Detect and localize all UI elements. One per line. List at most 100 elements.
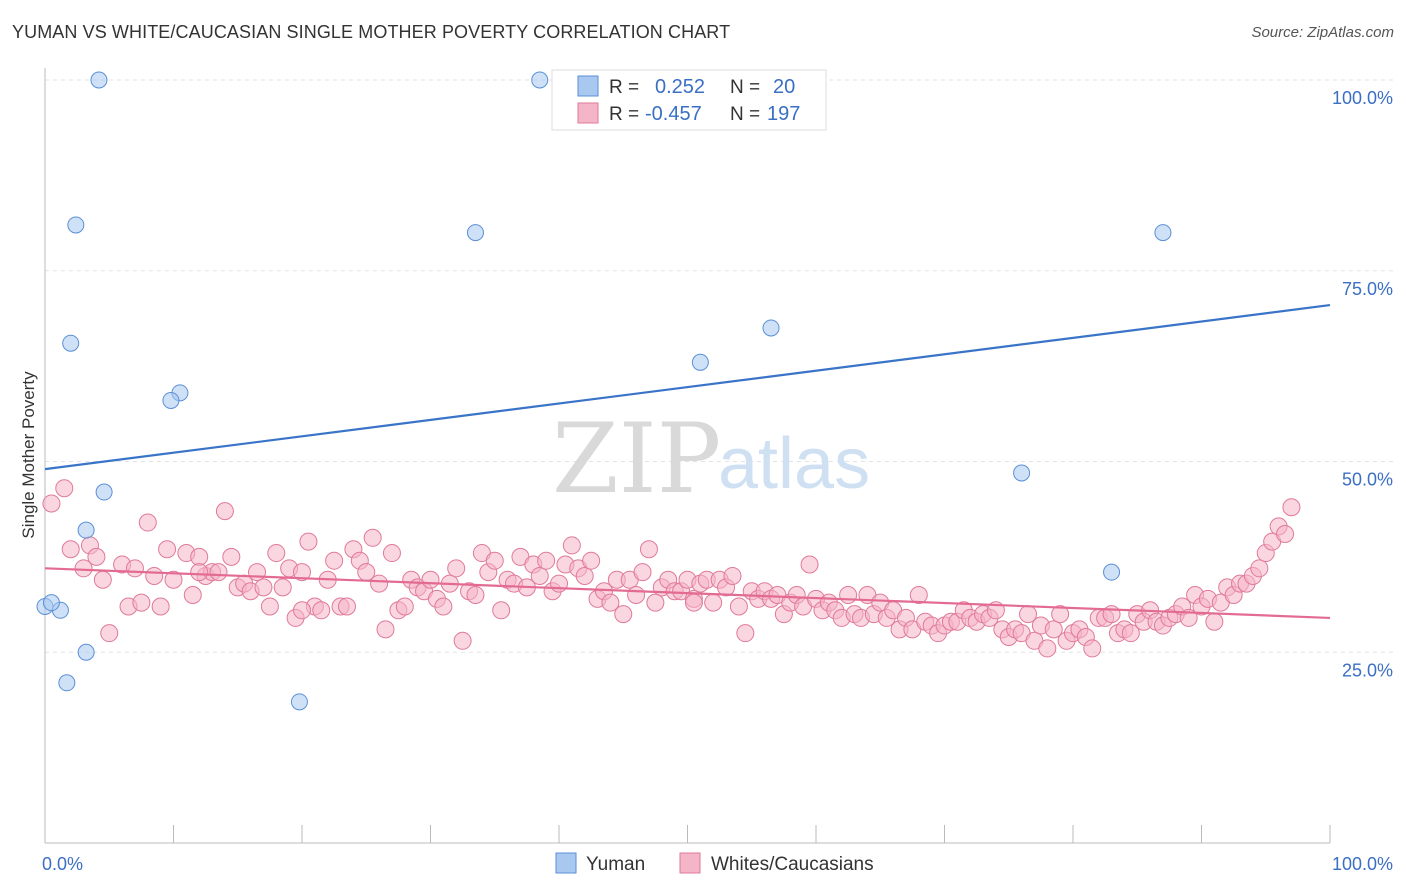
whites-point-190 (684, 593, 703, 612)
yuman-trend-line (44, 303, 1331, 471)
whites-point-30 (260, 597, 279, 616)
legend-r-label-1: R = (609, 104, 639, 125)
whites-point-87 (627, 586, 646, 605)
y-axis-title: Single Mother Poverty (19, 371, 38, 539)
whites-point-10 (125, 559, 144, 578)
y-tick-label-2: 75.0% (1342, 279, 1393, 299)
whites-point-47 (370, 574, 389, 593)
watermark: ZIP atlas (552, 403, 870, 515)
yuman-point-19 (42, 594, 60, 612)
whites-point-114 (800, 555, 819, 574)
yuman-point-3 (466, 224, 484, 242)
whites-point-184 (1250, 559, 1269, 578)
bottom-legend-label-yuman: Yuman (586, 854, 645, 875)
x-tick-labels: 0.0% 100.0% (42, 854, 1393, 874)
yuman-point-4 (1154, 224, 1172, 242)
y-tick-label-1: 50.0% (1342, 470, 1393, 490)
whites-point-104 (736, 624, 755, 643)
whites-point-60 (453, 631, 472, 650)
whites-point-188 (1276, 524, 1295, 543)
whites-point-14 (151, 597, 170, 616)
yuman-point-1 (531, 71, 549, 89)
bottom-legend-swatch-whites (679, 852, 701, 874)
whites-point-103 (729, 597, 748, 616)
x-tick-label-1: 100.0% (1332, 854, 1393, 874)
whites-point-22 (209, 563, 228, 582)
source-label: Source: ZipAtlas.com (1251, 24, 1394, 41)
yuman-point-6 (62, 334, 80, 352)
legend-n-label-0: N = (730, 77, 760, 98)
whites-point-89 (639, 540, 658, 559)
whites-point-88 (633, 563, 652, 582)
yuman-point-0 (90, 71, 108, 89)
whites-point-7 (100, 624, 119, 643)
whites-point-77 (562, 536, 581, 555)
series-legend: Yuman Whites/Caucasians (555, 852, 874, 875)
whites-point-131 (909, 586, 928, 605)
whites-point-11 (132, 593, 151, 612)
whites-point-85 (614, 605, 633, 624)
yuman-point-16 (77, 643, 95, 661)
whites-point-1 (55, 479, 74, 498)
whites-point-72 (530, 566, 549, 585)
whites-point-23 (215, 502, 234, 521)
legend-n-label-1: N = (730, 104, 760, 125)
whites-point-90 (646, 593, 665, 612)
legend-n-value-1: 197 (767, 103, 800, 125)
yuman-point-17 (58, 674, 76, 692)
legend-swatch-whites (577, 102, 599, 124)
whites-point-62 (466, 586, 485, 605)
whites-point-59 (447, 559, 466, 578)
y-tick-labels: 25.0% 50.0% 75.0% 100.0% (1332, 88, 1393, 680)
data-points (36, 71, 1301, 711)
axes (44, 68, 1331, 844)
yuman-point-18 (290, 693, 308, 711)
whites-point-16 (164, 570, 183, 589)
yuman-point-11 (95, 483, 113, 501)
legend-r-label-0: R = (609, 77, 639, 98)
whites-point-13 (145, 566, 164, 585)
whites-point-35 (293, 563, 311, 582)
correlation-legend: R = 0.252 N = 20 R = -0.457 N = 197 (551, 69, 827, 131)
whites-point-75 (550, 574, 568, 593)
y-tick-label-3: 100.0% (1332, 88, 1393, 108)
whites-point-99 (704, 593, 723, 612)
whites-point-158 (1083, 639, 1102, 658)
watermark-atlas: atlas (718, 424, 870, 504)
yuman-point-15 (1103, 563, 1121, 581)
whites-point-66 (492, 601, 511, 620)
whites-point-38 (312, 601, 331, 620)
whites-point-29 (254, 578, 273, 597)
whites-point-161 (1102, 605, 1121, 624)
legend-swatch-yuman (577, 75, 599, 97)
whites-point-65 (485, 551, 504, 570)
whites-point-0 (42, 494, 61, 513)
grid-lines (45, 79, 1395, 653)
yuman-point-10 (1013, 464, 1031, 482)
yuman-point-9 (162, 391, 180, 409)
whites-point-36 (299, 532, 318, 551)
whites-point-46 (363, 528, 382, 547)
yuman-point-12 (77, 521, 95, 539)
whites-point-18 (183, 586, 202, 605)
whites-point-73 (537, 551, 556, 570)
legend-r-value-1: -0.457 (645, 103, 702, 125)
whites-point-3 (74, 559, 93, 578)
x-tick-label-0: 0.0% (42, 854, 83, 874)
whites-point-83 (601, 593, 620, 612)
yuman-point-7 (691, 353, 709, 371)
whites-point-57 (434, 597, 453, 616)
whites-point-49 (382, 544, 401, 563)
legend-r-value-0: 0.252 (655, 76, 705, 98)
whites-point-80 (582, 551, 601, 570)
whites-point-192 (190, 563, 209, 582)
whites-point-31 (267, 544, 286, 563)
bottom-legend-swatch-yuman (555, 852, 577, 874)
whites-point-79 (575, 566, 594, 585)
whites-point-153 (1051, 605, 1070, 624)
whites-point-164 (1121, 624, 1140, 643)
yuman-point-5 (762, 319, 780, 337)
whites-point-28 (248, 563, 267, 582)
whites-trend-line (44, 567, 1331, 620)
whites-point-152 (1044, 620, 1063, 639)
